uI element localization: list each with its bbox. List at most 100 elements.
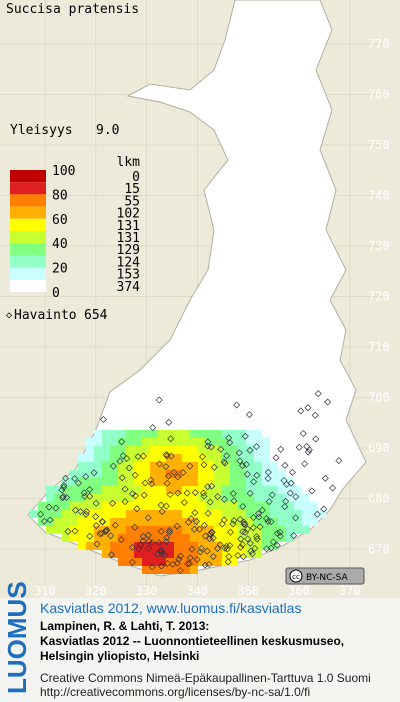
heat-cell	[246, 502, 254, 510]
heat-cell	[54, 510, 62, 518]
observation-marker	[227, 528, 235, 536]
observation-marker	[60, 481, 68, 489]
heat-cell	[286, 494, 294, 502]
heat-cell	[222, 558, 230, 566]
observation-marker	[133, 505, 141, 513]
heat-cell	[246, 438, 254, 446]
heat-cell	[158, 446, 166, 454]
observation-marker	[155, 539, 163, 547]
heat-cell	[182, 542, 190, 550]
observation-marker	[223, 545, 231, 553]
observation-marker	[269, 538, 277, 546]
observation-marker	[176, 552, 184, 560]
observation-marker	[240, 518, 248, 526]
observation-marker	[158, 507, 166, 515]
heat-cell	[214, 462, 222, 470]
heat-cell	[118, 502, 126, 510]
heat-cell	[262, 462, 270, 470]
observation-marker	[241, 432, 249, 440]
heat-cell	[110, 502, 118, 510]
observation-marker	[304, 448, 312, 456]
heat-cell	[278, 494, 286, 502]
heat-cell	[94, 462, 102, 470]
heat-cell	[78, 526, 86, 534]
heat-cell	[198, 518, 206, 526]
observation-marker	[149, 424, 157, 432]
observation-marker	[187, 515, 195, 523]
heat-cell	[262, 438, 270, 446]
legend-count: 153	[117, 268, 140, 283]
heat-cell	[198, 438, 206, 446]
heat-cell	[166, 446, 174, 454]
heat-cell	[134, 478, 142, 486]
observation-marker	[204, 509, 212, 517]
heat-cell	[270, 534, 278, 542]
observation-marker	[239, 541, 246, 549]
observation-marker	[267, 518, 275, 526]
heat-cell	[54, 526, 62, 534]
heat-cell	[222, 550, 230, 558]
legend-count: 0	[132, 170, 140, 185]
legend-count: 124	[117, 255, 141, 270]
heat-cell	[134, 534, 142, 542]
observations-value: 654	[84, 308, 108, 323]
observation-marker	[204, 442, 212, 450]
heat-cell	[158, 486, 166, 494]
observation-marker	[329, 484, 337, 492]
observation-marker	[156, 547, 164, 555]
footer-link[interactable]: Kasviatlas 2012, www.luomus.fi/kasviatla…	[40, 600, 301, 616]
license-url[interactable]: http://creativecommons.org/licenses/by-n…	[40, 685, 310, 699]
heat-cell	[262, 526, 270, 534]
observation-marker	[226, 439, 234, 447]
heat-cell	[126, 438, 134, 446]
heat-cell	[222, 430, 230, 438]
observation-marker	[167, 435, 175, 443]
observation-marker	[218, 520, 226, 528]
heat-cell	[94, 526, 102, 534]
heat-cell	[238, 430, 246, 438]
heat-cell	[206, 438, 214, 446]
heat-cell	[166, 542, 174, 550]
heat-cell	[126, 518, 134, 526]
heat-cell	[230, 542, 238, 550]
legend-scale-label: 20	[52, 262, 68, 277]
heat-cell	[190, 478, 198, 486]
heat-cell	[94, 518, 102, 526]
heat-cell	[190, 510, 198, 518]
heat-cell	[206, 470, 214, 478]
heat-cell	[302, 518, 310, 526]
observation-marker	[139, 537, 147, 545]
heat-cell	[214, 534, 222, 542]
heat-cell	[62, 486, 70, 494]
observation-marker	[183, 489, 191, 497]
observation-marker	[264, 474, 272, 482]
observation-marker	[223, 452, 231, 460]
heat-cell	[174, 446, 182, 454]
heat-cell	[70, 518, 78, 526]
heat-cell	[86, 446, 94, 454]
heat-cell	[166, 518, 174, 526]
heat-cell	[206, 478, 214, 486]
observation-marker	[131, 523, 139, 531]
heat-cell	[278, 486, 286, 494]
heat-cell	[46, 486, 54, 494]
heat-cell	[254, 478, 262, 486]
heat-cell	[302, 510, 310, 518]
heat-cell	[198, 502, 206, 510]
heat-cell	[198, 550, 206, 558]
heat-cell	[214, 510, 222, 518]
heat-cell	[134, 462, 142, 470]
heat-cell	[230, 462, 238, 470]
observation-marker	[199, 489, 207, 497]
observation-marker	[201, 532, 209, 540]
observation-marker	[102, 528, 109, 536]
heat-cell	[110, 510, 118, 518]
frequency-label: Yleisyys	[10, 123, 73, 138]
x-tick-label: 350	[237, 584, 259, 598]
heat-cell	[118, 438, 126, 446]
observation-marker	[77, 508, 85, 516]
heat-cell	[142, 470, 150, 478]
heat-cell	[142, 542, 150, 550]
observation-marker	[96, 530, 104, 538]
